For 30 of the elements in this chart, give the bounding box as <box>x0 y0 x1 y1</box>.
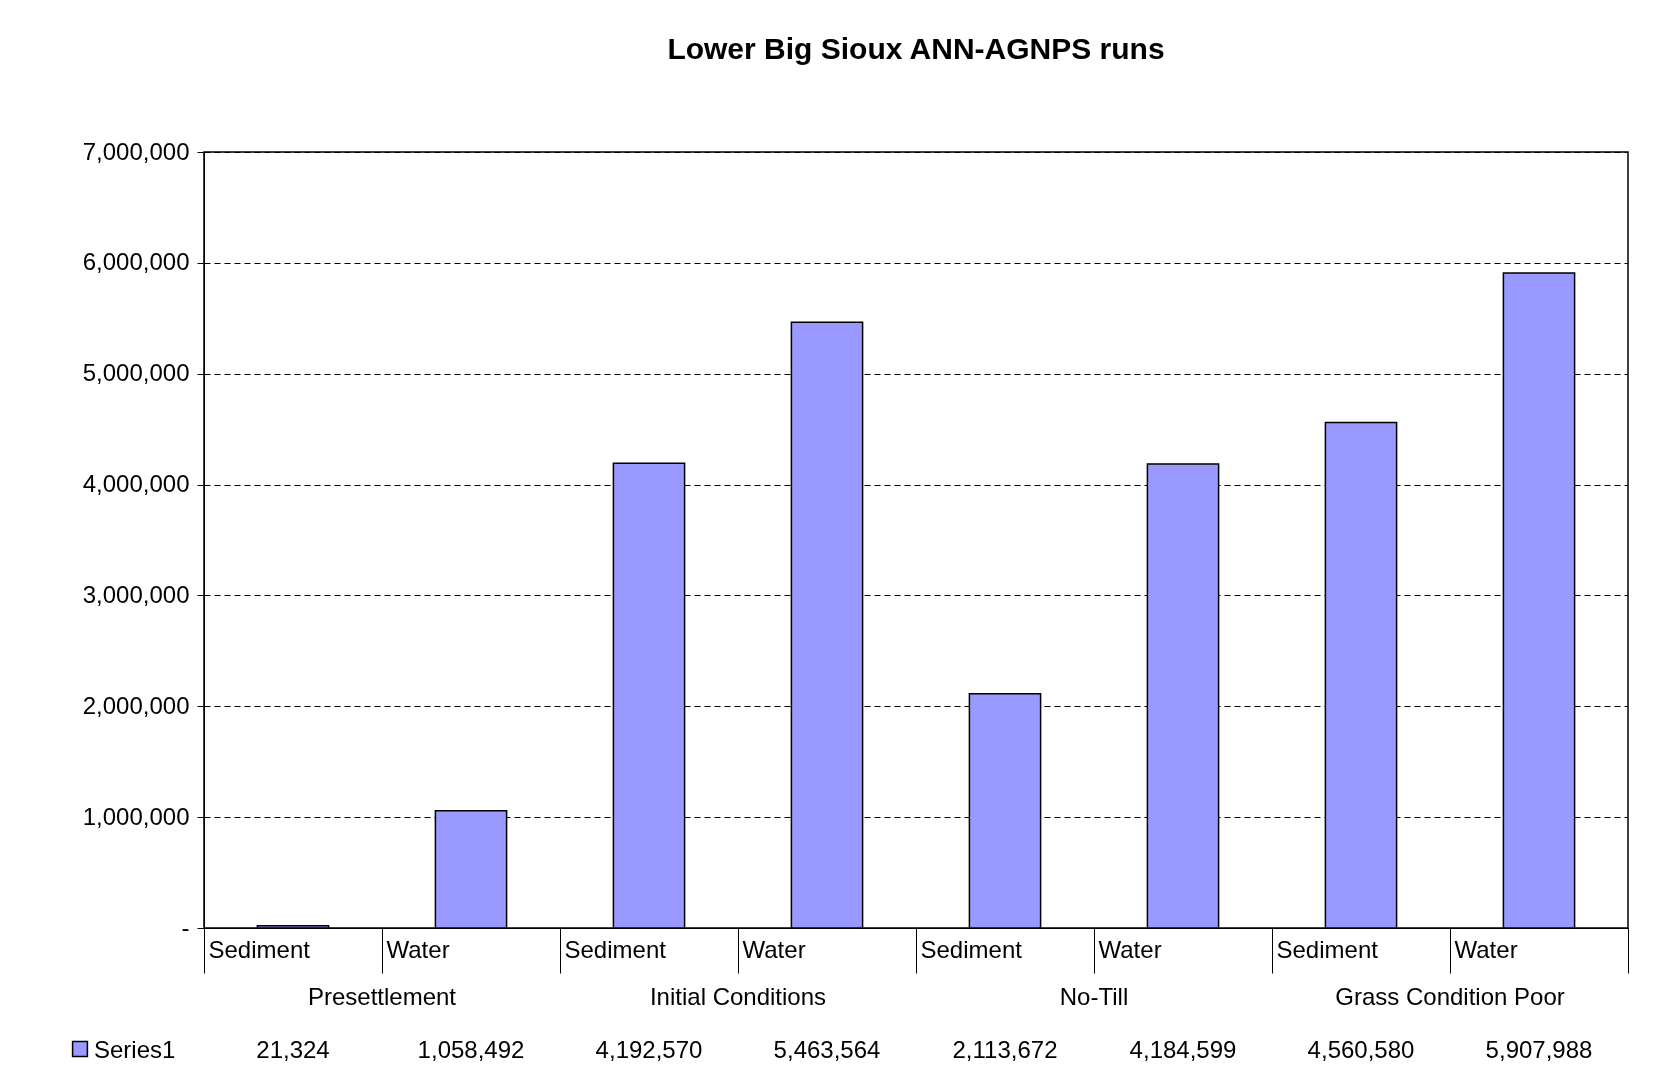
x-tick-label: Water <box>386 935 450 963</box>
y-tick-label: 4,000,000 <box>82 470 190 498</box>
x-tick-label: Water <box>1454 935 1518 963</box>
legend-label: Series1 <box>94 1036 176 1063</box>
y-tick-label: 5,000,000 <box>82 359 190 387</box>
text: Presettlement <box>307 983 457 1010</box>
x-tick-label: Sediment <box>564 935 667 963</box>
data-label: 21,324 <box>256 1036 330 1063</box>
text: Grass Condition Poor <box>1335 983 1565 1010</box>
x-tick-label: Sediment <box>920 935 1023 963</box>
y-tick-label: - <box>181 913 190 941</box>
text: Initial Conditions <box>649 983 827 1010</box>
y-tick-label: 7,000,000 <box>82 137 190 165</box>
y-tick-label: 6,000,000 <box>82 248 190 276</box>
x-tick-label: Sediment <box>208 935 311 963</box>
x-tick-label: Sediment <box>1276 935 1379 963</box>
data-label: 5,907,988 <box>1485 1036 1593 1063</box>
x-tick-label: Water <box>1098 935 1162 963</box>
data-label: 2,113,672 <box>952 1036 1058 1063</box>
data-label: 1,058,492 <box>417 1036 525 1063</box>
y-tick-label: 2,000,000 <box>82 691 190 719</box>
y-tick-label: 3,000,000 <box>82 580 190 608</box>
y-tick-label: 1,000,000 <box>82 802 190 830</box>
x-tick-label: Water <box>742 935 806 963</box>
text: No-Till <box>1059 983 1129 1010</box>
chart-title: Lower Big Sioux ANN-AGNPS runs <box>667 32 1165 65</box>
data-label: 4,560,580 <box>1307 1036 1415 1063</box>
data-label: 5,463,564 <box>773 1036 881 1063</box>
data-label: 4,184,599 <box>1129 1036 1237 1063</box>
data-label: 4,192,570 <box>595 1036 703 1063</box>
